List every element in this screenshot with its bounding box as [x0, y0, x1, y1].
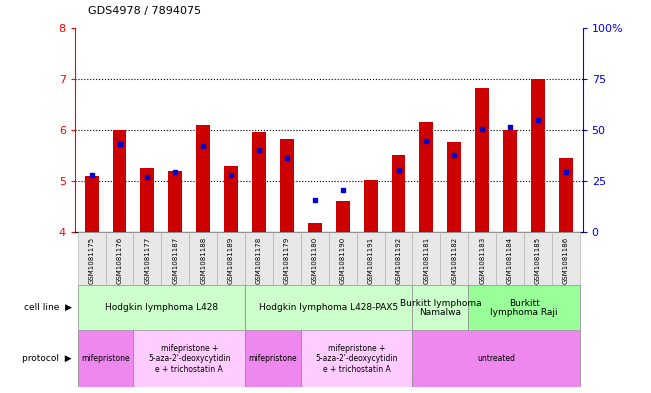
- Bar: [301, 232, 329, 285]
- Bar: [391, 155, 406, 232]
- Text: GSM1081186: GSM1081186: [563, 237, 569, 285]
- Text: GSM1081178: GSM1081178: [256, 237, 262, 285]
- Text: GSM1081184: GSM1081184: [507, 237, 513, 284]
- Text: GSM1081182: GSM1081182: [451, 237, 457, 284]
- Text: protocol  ▶: protocol ▶: [22, 354, 72, 363]
- Text: GSM1081179: GSM1081179: [284, 237, 290, 285]
- Bar: [447, 142, 462, 232]
- Bar: [413, 330, 580, 387]
- Bar: [133, 232, 161, 285]
- Text: Hodgkin lymphoma L428: Hodgkin lymphoma L428: [105, 303, 218, 312]
- Bar: [113, 130, 126, 232]
- Bar: [329, 232, 357, 285]
- Bar: [77, 232, 105, 285]
- Text: Burkitt
lymphoma Raji: Burkitt lymphoma Raji: [490, 299, 558, 316]
- Text: Hodgkin lymphoma L428-PAX5: Hodgkin lymphoma L428-PAX5: [259, 303, 398, 312]
- Bar: [280, 139, 294, 232]
- Text: mifepristone +
5-aza-2'-deoxycytidin
e + trichostatin A: mifepristone + 5-aza-2'-deoxycytidin e +…: [315, 344, 398, 373]
- Text: GSM1081183: GSM1081183: [479, 237, 485, 285]
- Bar: [496, 232, 524, 285]
- Bar: [413, 232, 440, 285]
- Bar: [196, 125, 210, 232]
- Bar: [105, 232, 133, 285]
- Text: GSM1081188: GSM1081188: [201, 237, 206, 285]
- Bar: [559, 158, 573, 232]
- Bar: [189, 232, 217, 285]
- Text: GSM1081175: GSM1081175: [89, 237, 94, 284]
- Text: GSM1081192: GSM1081192: [396, 237, 402, 284]
- Text: GSM1081189: GSM1081189: [228, 237, 234, 285]
- Text: GSM1081181: GSM1081181: [423, 237, 430, 285]
- Bar: [245, 330, 301, 387]
- Text: untreated: untreated: [477, 354, 515, 363]
- Bar: [141, 168, 154, 232]
- Bar: [336, 201, 350, 232]
- Bar: [531, 79, 545, 232]
- Bar: [224, 167, 238, 232]
- Bar: [364, 180, 378, 232]
- Bar: [77, 285, 245, 330]
- Bar: [440, 232, 468, 285]
- Text: mifepristone: mifepristone: [81, 354, 130, 363]
- Bar: [413, 285, 468, 330]
- Text: Burkitt lymphoma
Namalwa: Burkitt lymphoma Namalwa: [400, 299, 481, 316]
- Text: GSM1081185: GSM1081185: [535, 237, 541, 284]
- Bar: [161, 232, 189, 285]
- Bar: [419, 122, 434, 232]
- Bar: [85, 176, 98, 232]
- Bar: [524, 232, 552, 285]
- Bar: [475, 88, 489, 232]
- Text: GSM1081177: GSM1081177: [145, 237, 150, 285]
- Text: mifepristone +
5-aza-2'-deoxycytidin
e + trichostatin A: mifepristone + 5-aza-2'-deoxycytidin e +…: [148, 344, 230, 373]
- Bar: [77, 330, 133, 387]
- Text: GSM1081190: GSM1081190: [340, 237, 346, 285]
- Bar: [301, 330, 413, 387]
- Bar: [468, 232, 496, 285]
- Bar: [357, 232, 385, 285]
- Text: mifepristone: mifepristone: [249, 354, 298, 363]
- Bar: [503, 130, 517, 232]
- Text: cell line  ▶: cell line ▶: [23, 303, 72, 312]
- Text: GSM1081180: GSM1081180: [312, 237, 318, 285]
- Bar: [273, 232, 301, 285]
- Text: GDS4978 / 7894075: GDS4978 / 7894075: [88, 6, 201, 16]
- Bar: [468, 285, 580, 330]
- Bar: [245, 232, 273, 285]
- Bar: [169, 171, 182, 232]
- Text: GSM1081191: GSM1081191: [368, 237, 374, 285]
- Text: GSM1081176: GSM1081176: [117, 237, 122, 285]
- Bar: [385, 232, 413, 285]
- Text: GSM1081187: GSM1081187: [173, 237, 178, 285]
- Bar: [245, 285, 413, 330]
- Bar: [133, 330, 245, 387]
- Bar: [552, 232, 580, 285]
- Bar: [217, 232, 245, 285]
- Bar: [252, 132, 266, 232]
- Bar: [308, 223, 322, 232]
